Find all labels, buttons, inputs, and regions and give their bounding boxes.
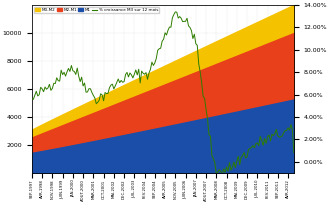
- Legend: M3-M2, M2-M1, M1, % croissance M3 sur 12 mois: M3-M2, M2-M1, M1, % croissance M3 sur 12…: [34, 7, 159, 13]
